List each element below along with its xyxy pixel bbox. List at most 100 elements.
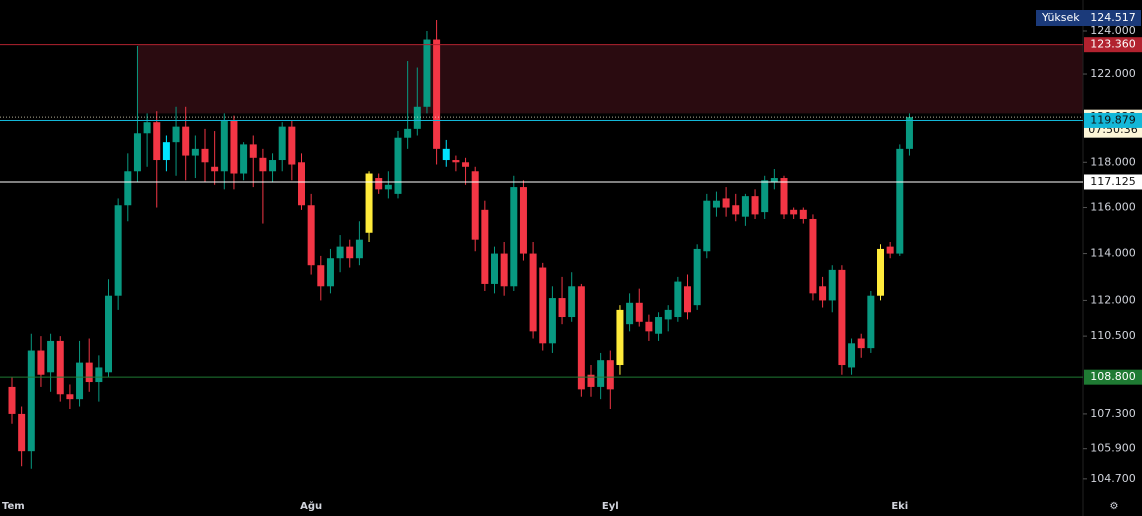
candle-body (510, 187, 518, 287)
candle-body (905, 117, 913, 149)
candle-body (326, 258, 334, 287)
x-tick-label: Eyl (602, 501, 619, 512)
candle-body (597, 360, 605, 387)
x-tick-label: Tem (2, 501, 25, 512)
candle-body (635, 302, 643, 322)
y-tick-label: 112.000 (1090, 293, 1136, 306)
candle-body (66, 394, 74, 400)
candle-body (886, 246, 894, 254)
candle-body (616, 309, 624, 366)
candle-body (500, 253, 508, 287)
candle-body (56, 340, 64, 395)
high-label: 124.517 (1090, 11, 1136, 24)
candle-body (442, 148, 450, 161)
y-tick-label: 122.000 (1090, 67, 1136, 80)
candle-body (336, 246, 344, 259)
price-label-box (1084, 369, 1142, 385)
high-box (1036, 10, 1141, 26)
price-label: 123.360 (1090, 38, 1136, 51)
candle-body (18, 413, 26, 452)
candle-body (770, 178, 778, 183)
candle-body (780, 178, 788, 215)
candle-body (365, 173, 373, 233)
candle-body (741, 196, 749, 217)
candle-body (693, 248, 701, 306)
y-tick-label: 110.500 (1090, 329, 1136, 342)
candle-body (220, 119, 228, 172)
candle-body (143, 122, 151, 134)
candle-body (529, 253, 537, 332)
price-label: 117.125 (1090, 175, 1136, 188)
settings-icon[interactable]: ⚙ (1110, 501, 1119, 512)
candle-body (201, 148, 209, 163)
candle-body (645, 321, 653, 332)
candle-body (539, 267, 547, 344)
x-tick-label: Ağu (300, 500, 322, 512)
candle-body (491, 253, 498, 284)
y-tick-label: 116.000 (1090, 201, 1136, 214)
high-name: Yüksek (1041, 11, 1080, 24)
candle-body (703, 200, 711, 252)
candle-body (27, 350, 35, 452)
candle-body (307, 205, 315, 266)
candle-body (346, 246, 354, 259)
candle-body (191, 148, 199, 156)
candle-body (519, 187, 527, 254)
candle-body (433, 39, 441, 149)
candle-body (896, 148, 904, 254)
price-label: 119.879 (1090, 113, 1136, 126)
candle-body (674, 281, 682, 318)
candle-body (761, 180, 769, 213)
candle-body (317, 265, 325, 287)
candle-body (95, 367, 103, 383)
candle-body (162, 142, 170, 161)
candle-body (355, 239, 363, 259)
y-tick-label: 107.300 (1090, 407, 1136, 420)
candle-body (481, 209, 489, 284)
candle-body (751, 196, 759, 215)
candle-body (413, 106, 421, 129)
candle-body (626, 302, 634, 325)
candle-body (799, 209, 807, 219)
candle-body (790, 209, 798, 215)
candle-body (384, 184, 392, 190)
candle-body (664, 309, 672, 320)
candle-body (462, 162, 470, 167)
y-tick-label: 104.700 (1090, 472, 1136, 485)
y-tick-label: 105.900 (1090, 442, 1136, 455)
candle-body (114, 205, 122, 296)
candle-body (867, 295, 875, 349)
candle-body (606, 360, 614, 390)
candle-body (76, 362, 84, 400)
candle-body (471, 171, 479, 240)
candle-body (298, 162, 305, 206)
candle-body (172, 126, 180, 143)
candle-body (712, 200, 720, 208)
candle-body (105, 295, 112, 373)
candle-body (587, 374, 595, 387)
candle-body (288, 126, 296, 165)
y-tick-label: 114.000 (1090, 247, 1136, 260)
candle-body (249, 144, 257, 158)
resistance-zone (137, 44, 1083, 114)
candle-body (394, 137, 402, 194)
candle-body (211, 166, 219, 172)
candle-body (375, 178, 383, 190)
price-label: 108.800 (1090, 370, 1136, 383)
candle-body (240, 144, 248, 174)
price-label-box (1084, 37, 1142, 53)
candle-body (452, 160, 460, 163)
candle-body (809, 218, 817, 294)
candle-body (8, 386, 16, 414)
y-tick-label: 118.000 (1090, 155, 1136, 168)
y-tick-label: 124.000 (1090, 24, 1136, 37)
x-tick-label: Eki (891, 501, 908, 512)
candle-body (230, 119, 238, 174)
candle-body (404, 128, 412, 138)
candle-body (85, 362, 93, 383)
candle-body (548, 298, 556, 344)
candle-body (182, 126, 190, 156)
candle-body (732, 205, 740, 215)
